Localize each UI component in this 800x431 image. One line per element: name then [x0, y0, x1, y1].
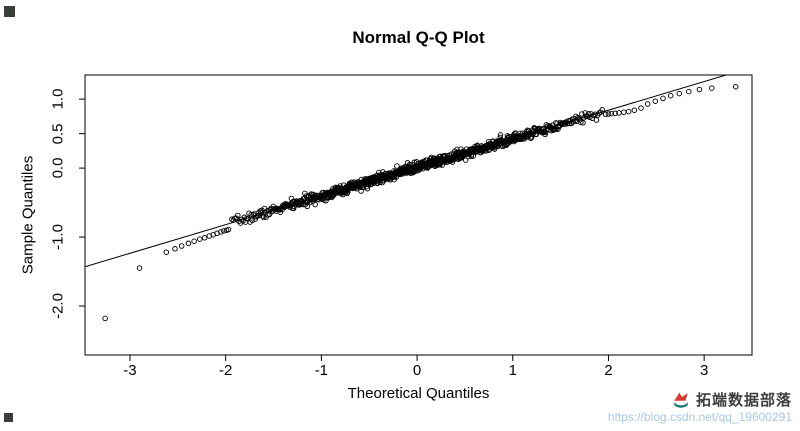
- data-point: [612, 110, 618, 117]
- watermark-logo-icon: [674, 392, 688, 408]
- data-point: [667, 92, 674, 99]
- data-point: [225, 226, 232, 233]
- data-point: [302, 190, 308, 197]
- watermark-brand-row: 拓端数据部落: [608, 391, 792, 409]
- data-point: [602, 111, 609, 118]
- x-tick-label: 3: [699, 362, 709, 379]
- data-point: [288, 195, 295, 202]
- data-point: [676, 90, 683, 97]
- data-point: [185, 240, 192, 247]
- data-point: [260, 214, 267, 221]
- data-point: [631, 107, 638, 113]
- data-point: [221, 228, 227, 234]
- watermark: 拓端数据部落 https://blog.csdn.net/qq_19600291: [608, 391, 792, 425]
- x-tick-label: 1: [508, 362, 517, 379]
- x-tick-label: 0: [412, 362, 422, 379]
- corner-artifact-top-left: [4, 6, 15, 17]
- data-point: [709, 85, 715, 91]
- y-tick-label: -2.0: [49, 293, 67, 319]
- data-point: [172, 246, 178, 252]
- data-point: [584, 113, 591, 120]
- data-point: [625, 108, 632, 115]
- plot-box: [84, 74, 753, 356]
- chart-title: Normal Q-Q Plot: [352, 28, 485, 47]
- data-point: [197, 236, 203, 242]
- x-tick-label: -2: [219, 362, 233, 379]
- data-point: [201, 235, 208, 241]
- data-point: [593, 117, 600, 123]
- data-point: [732, 83, 739, 90]
- data-layer: [85, 75, 739, 322]
- data-point: [605, 111, 612, 117]
- y-tick-label: 0.5: [49, 123, 67, 145]
- data-point: [580, 120, 586, 126]
- x-axis-label: Theoretical Quantiles: [347, 385, 490, 402]
- data-point: [102, 315, 108, 322]
- data-point: [696, 86, 703, 93]
- data-point: [191, 238, 197, 244]
- data-point: [644, 101, 651, 107]
- x-tick-label: -3: [123, 362, 137, 379]
- data-point: [312, 201, 318, 208]
- data-point: [218, 229, 224, 235]
- x-tick-label: 2: [604, 362, 613, 379]
- data-point: [249, 217, 255, 224]
- data-point: [497, 132, 504, 138]
- data-point: [686, 88, 692, 95]
- watermark-brand-name: 拓端数据部落: [695, 391, 792, 409]
- data-point: [652, 98, 659, 104]
- data-point: [233, 215, 240, 221]
- watermark-url-link[interactable]: https://blog.csdn.net/qq_19600291: [607, 410, 792, 425]
- y-axis-label: Sample Quantiles: [19, 155, 37, 275]
- x-tick-label: -1: [314, 362, 329, 379]
- data-point: [660, 95, 666, 102]
- data-point: [542, 129, 549, 136]
- data-point: [178, 243, 185, 249]
- data-point: [394, 163, 400, 169]
- data-point: [621, 109, 627, 115]
- data-point: [638, 105, 644, 111]
- reference-line: [85, 75, 728, 268]
- data-point: [555, 126, 561, 132]
- y-tick-label: 1.0: [49, 88, 67, 110]
- data-point: [163, 249, 170, 255]
- data-point: [608, 110, 615, 117]
- corner-artifact-bottom-left: [4, 413, 13, 422]
- data-point: [136, 265, 143, 271]
- data-point: [235, 212, 241, 219]
- data-point: [578, 119, 584, 125]
- y-tick-label: 0.0: [49, 157, 67, 179]
- y-tick-label: -1.0: [49, 224, 67, 250]
- data-point: [345, 189, 351, 195]
